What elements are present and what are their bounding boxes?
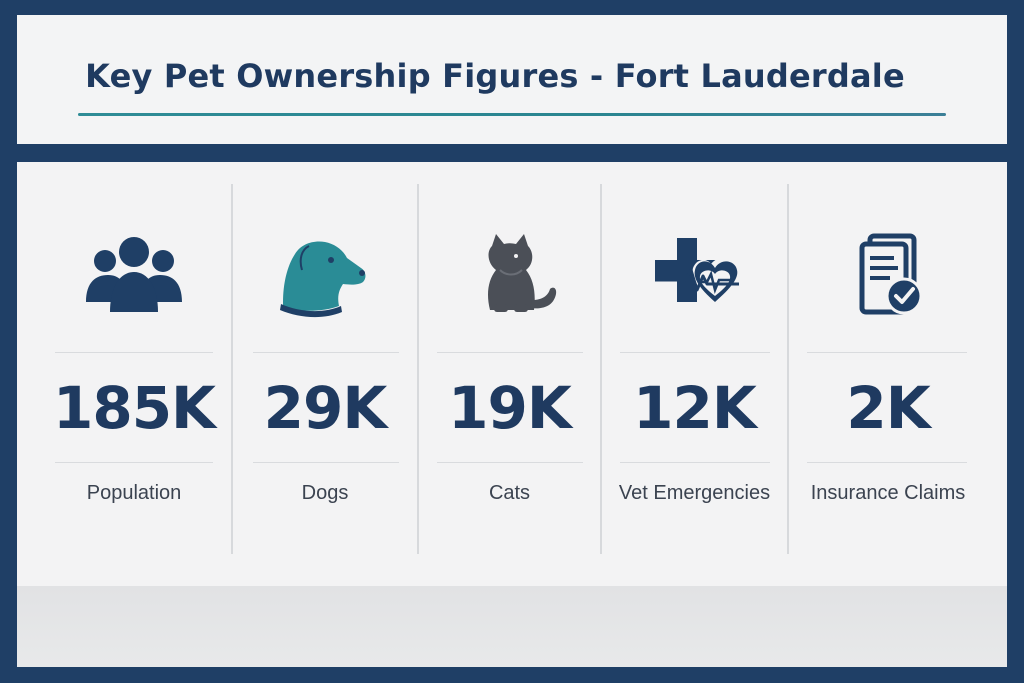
divider-line xyxy=(253,352,399,353)
stat-label: Vet Emergencies xyxy=(618,482,771,504)
divider-line xyxy=(620,462,770,463)
cat-icon xyxy=(450,232,570,322)
stat-insurance-claims: 2K Insurance Claims xyxy=(789,162,987,582)
stat-value: 185K xyxy=(52,374,216,442)
stat-label: Cats xyxy=(488,482,531,504)
stats-panel: 185K Population 29K Dogs xyxy=(17,162,1007,667)
stat-cats: 19K Cats xyxy=(419,162,600,582)
header-banner: Key Pet Ownership Figures - Fort Lauderd… xyxy=(17,15,1007,144)
stat-label: Population xyxy=(86,482,182,504)
stat-value: 29K xyxy=(263,374,388,442)
divider-line xyxy=(253,462,399,463)
column-divider xyxy=(417,184,419,554)
divider-line xyxy=(620,352,770,353)
medical-cross-heart-icon xyxy=(635,232,755,322)
stat-label: Insurance Claims xyxy=(810,482,966,504)
divider-line xyxy=(437,462,583,463)
column-divider xyxy=(600,184,602,554)
stat-value: 19K xyxy=(448,374,572,442)
divider-line xyxy=(807,462,967,463)
divider-line xyxy=(807,352,967,353)
people-group-icon xyxy=(74,232,194,322)
panel-footer-band xyxy=(17,586,1007,667)
divider-line xyxy=(55,462,213,463)
insurance-document-check-icon xyxy=(828,232,948,322)
divider-line xyxy=(55,352,213,353)
divider-line xyxy=(437,352,583,353)
title-underline xyxy=(78,113,946,116)
column-divider xyxy=(231,184,233,554)
stat-value: 12K xyxy=(633,374,757,442)
dog-icon xyxy=(265,232,385,322)
page-title: Key Pet Ownership Figures - Fort Lauderd… xyxy=(85,57,905,95)
stat-dogs: 29K Dogs xyxy=(233,162,417,582)
column-divider xyxy=(787,184,789,554)
stat-population: 185K Population xyxy=(37,162,231,582)
stat-value: 2K xyxy=(846,374,930,442)
stat-label: Dogs xyxy=(301,482,349,504)
stat-vet-emergencies: 12K Vet Emergencies xyxy=(602,162,787,582)
